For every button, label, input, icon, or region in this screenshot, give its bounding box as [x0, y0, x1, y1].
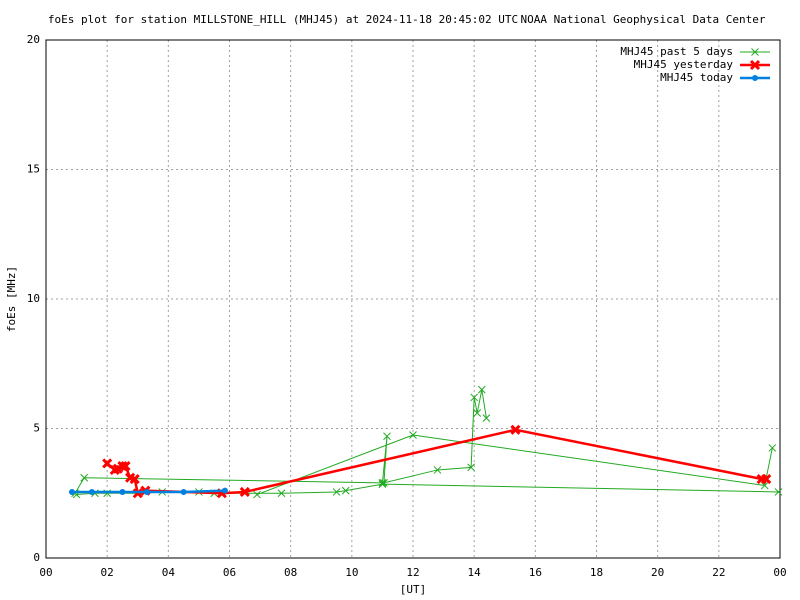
data-point — [332, 488, 341, 496]
plot-frame — [45, 39, 781, 559]
x-tick-label: 02 — [101, 566, 114, 579]
x-axis-label: [UT] — [400, 583, 427, 596]
data-point — [120, 460, 131, 472]
chart-subtitle: NOAA National Geophysical Data Center — [520, 13, 765, 26]
x-tick-label: 06 — [223, 566, 236, 579]
data-point — [119, 488, 126, 495]
data-point — [510, 424, 521, 435]
legend-label: MHJ45 today — [660, 71, 733, 84]
legend-marker — [749, 59, 761, 71]
data-point — [143, 488, 150, 495]
x-tick-label: 16 — [529, 566, 542, 579]
series-line — [74, 389, 779, 496]
y-axis-label: foEs [MHz] — [5, 266, 18, 332]
data-point — [477, 385, 486, 394]
x-tick-label: 04 — [162, 566, 176, 579]
data-point — [88, 488, 95, 495]
legend-label: MHJ45 past 5 days — [620, 45, 733, 58]
legend-label: MHJ45 yesterday — [634, 58, 734, 71]
x-tick-label: 00 — [39, 566, 52, 579]
y-tick-label: 15 — [27, 163, 40, 176]
x-tick-label: 08 — [284, 566, 297, 579]
data-point — [761, 473, 772, 485]
legend-marker — [752, 75, 758, 81]
series-line — [71, 489, 225, 494]
x-tick-label: 14 — [468, 566, 482, 579]
data-point — [68, 488, 75, 495]
data-point — [378, 479, 387, 487]
data-point — [470, 393, 479, 402]
x-tick-label: 18 — [590, 566, 603, 579]
data-point — [221, 487, 228, 494]
data-point — [433, 466, 442, 474]
x-tick-label: 10 — [345, 566, 358, 579]
y-tick-label: 10 — [27, 292, 40, 305]
x-tick-label: 00 — [773, 566, 786, 579]
data-point — [277, 489, 286, 498]
y-tick-label: 5 — [33, 422, 40, 435]
data-point — [774, 488, 783, 496]
data-point — [239, 486, 250, 498]
data-point — [253, 490, 261, 499]
series-line — [106, 428, 767, 495]
data-point — [760, 481, 769, 490]
data-point — [473, 409, 482, 417]
data-point — [768, 444, 777, 452]
data-point — [102, 458, 113, 469]
data-point — [132, 488, 143, 499]
data-point — [467, 463, 475, 472]
x-tick-label: 12 — [406, 566, 419, 579]
data-point — [341, 486, 350, 495]
data-point — [80, 473, 89, 482]
data-point — [409, 431, 417, 439]
data-point — [129, 473, 140, 485]
x-tick-label: 22 — [712, 566, 725, 579]
y-tick-label: 0 — [33, 551, 40, 564]
data-point — [482, 414, 491, 422]
chart-title: foEs plot for station MILLSTONE_HILL (MH… — [48, 13, 518, 26]
x-tick-label: 20 — [651, 566, 664, 579]
data-point — [117, 460, 128, 472]
data-point — [383, 432, 391, 441]
legend-marker — [751, 48, 759, 56]
data-point — [378, 480, 387, 489]
data-point — [180, 488, 187, 495]
y-tick-label: 20 — [27, 33, 40, 46]
